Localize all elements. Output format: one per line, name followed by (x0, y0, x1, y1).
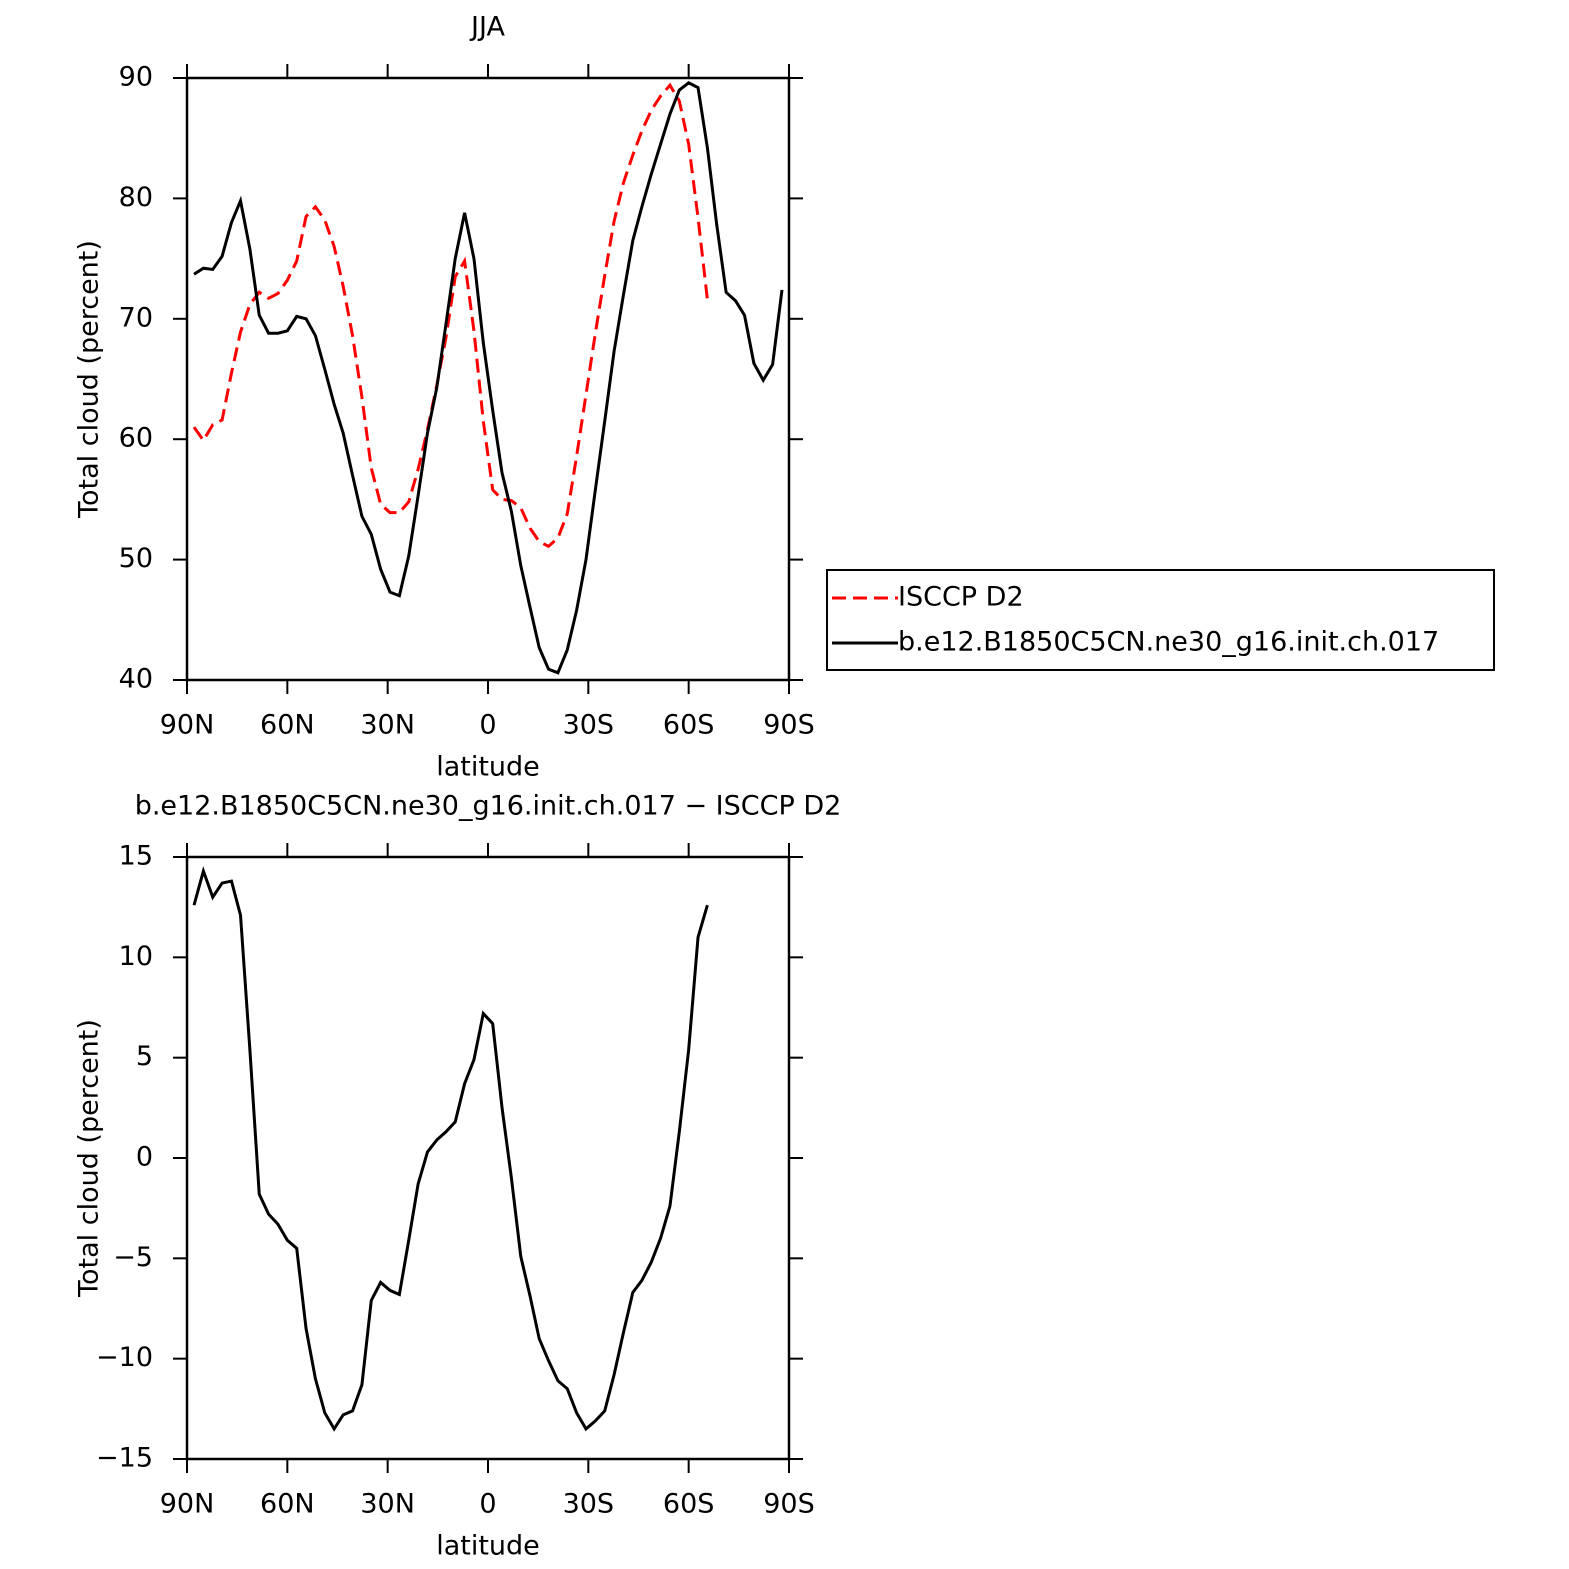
x-axis-label: latitude (436, 1531, 540, 1562)
y-tick-label: 5 (136, 1041, 153, 1072)
x-tick-label: 0 (479, 710, 496, 741)
data-line (193, 81, 784, 675)
x-tick-label: 90N (160, 1489, 215, 1520)
legend-label: b.e12.B1850C5CN.ne30_g16.init.ch.017 (898, 627, 1439, 658)
y-tick-label: 80 (119, 182, 153, 213)
chart-title: b.e12.B1850C5CN.ne30_g16.init.ch.017 − I… (135, 791, 842, 822)
y-tick-label: −5 (113, 1242, 153, 1273)
y-tick-label: 70 (119, 302, 153, 333)
legend-label: ISCCP D2 (898, 582, 1024, 613)
x-tick-label: 60S (663, 1489, 715, 1520)
x-tick-label: 30N (360, 1489, 415, 1520)
y-tick-label: −10 (96, 1342, 153, 1373)
y-axis-label: Total cloud (percent) (74, 1019, 105, 1298)
x-tick-label: 60N (260, 710, 315, 741)
x-tick-label: 30N (360, 710, 415, 741)
y-axis-label: Total cloud (percent) (74, 240, 105, 519)
x-tick-label: 0 (479, 1489, 496, 1520)
x-tick-label: 90N (160, 710, 215, 741)
y-tick-label: 60 (119, 423, 153, 454)
x-tick-label: 30S (563, 710, 615, 741)
y-tick-label: 10 (119, 941, 153, 972)
data-line (192, 866, 709, 1432)
x-tick-label: 90S (763, 710, 815, 741)
chart-title: JJA (469, 12, 505, 43)
y-tick-label: 0 (136, 1142, 153, 1173)
x-tick-label: 60S (663, 710, 715, 741)
x-tick-label: 60N (260, 1489, 315, 1520)
y-tick-label: 50 (119, 543, 153, 574)
x-tick-label: 30S (563, 1489, 615, 1520)
data-line (192, 82, 709, 549)
y-tick-label: 90 (119, 62, 153, 93)
y-tick-label: −15 (96, 1443, 153, 1474)
legend-box (826, 569, 1495, 671)
y-tick-label: 40 (119, 664, 153, 695)
y-tick-label: 15 (119, 841, 153, 872)
x-tick-label: 90S (763, 1489, 815, 1520)
x-axis-label: latitude (436, 752, 540, 783)
